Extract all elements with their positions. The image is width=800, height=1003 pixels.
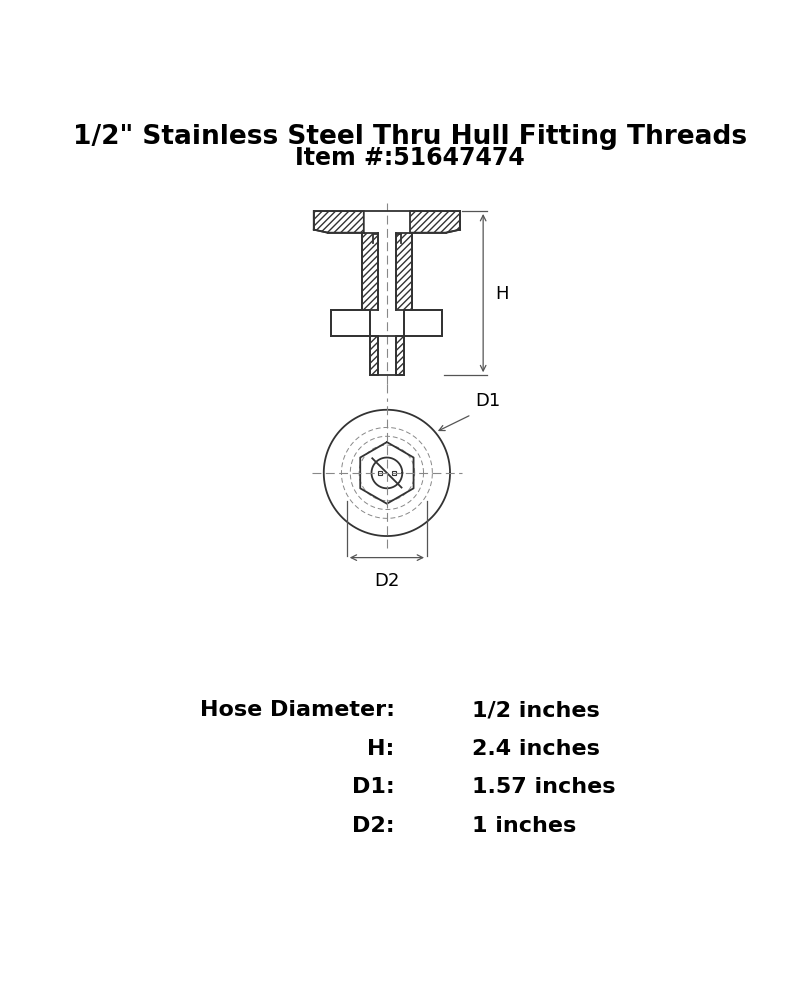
Text: D2: D2 bbox=[374, 572, 399, 590]
Text: 1.57 inches: 1.57 inches bbox=[472, 776, 615, 796]
Text: Hose Diameter:: Hose Diameter: bbox=[199, 700, 394, 719]
Text: 1/2 inches: 1/2 inches bbox=[472, 700, 599, 719]
Polygon shape bbox=[391, 471, 396, 475]
Text: D2:: D2: bbox=[352, 815, 394, 834]
Text: D1: D1 bbox=[475, 392, 501, 410]
Polygon shape bbox=[370, 337, 378, 376]
Text: 2.4 inches: 2.4 inches bbox=[472, 738, 599, 758]
Polygon shape bbox=[362, 234, 378, 310]
Text: H:: H: bbox=[367, 738, 394, 758]
Text: H: H bbox=[495, 285, 509, 303]
Text: 1/2" Stainless Steel Thru Hull Fitting Threads: 1/2" Stainless Steel Thru Hull Fitting T… bbox=[73, 124, 747, 150]
Text: Item #:51647474: Item #:51647474 bbox=[295, 146, 525, 171]
Polygon shape bbox=[410, 212, 460, 234]
Polygon shape bbox=[396, 234, 411, 310]
Polygon shape bbox=[404, 310, 442, 337]
Polygon shape bbox=[378, 471, 382, 475]
Polygon shape bbox=[331, 310, 370, 337]
Polygon shape bbox=[396, 337, 404, 376]
Text: 1 inches: 1 inches bbox=[472, 815, 576, 834]
Text: D1:: D1: bbox=[352, 776, 394, 796]
Polygon shape bbox=[314, 212, 364, 234]
